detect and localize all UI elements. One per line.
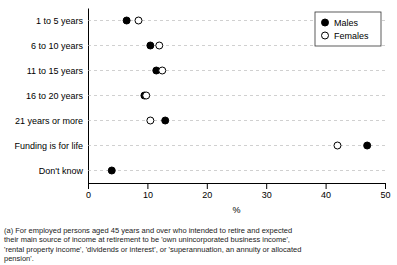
x-tick: 30 bbox=[262, 183, 272, 200]
x-tick-label: 30 bbox=[262, 190, 272, 200]
footnote-line: pension'. bbox=[4, 254, 34, 263]
x-tick-mark bbox=[147, 183, 148, 189]
category-guide-line bbox=[88, 70, 385, 71]
x-axis: 0 10 20 30 40 50 bbox=[86, 183, 391, 200]
legend: Males Females bbox=[315, 12, 381, 46]
y-tick: 6 to 10 years bbox=[31, 41, 88, 51]
dot bbox=[159, 67, 166, 74]
category-guide-line bbox=[88, 170, 385, 171]
series bbox=[135, 17, 341, 149]
dot bbox=[364, 142, 371, 149]
dot bbox=[334, 142, 341, 149]
legend-label: Females bbox=[334, 31, 369, 41]
y-tick: 11 to 15 years bbox=[27, 66, 88, 76]
y-tick: 1 to 5 years bbox=[36, 16, 88, 26]
dot bbox=[147, 42, 154, 49]
footnote-line: 'rental property income', 'dividends or … bbox=[4, 245, 301, 254]
x-tick: 40 bbox=[321, 183, 331, 200]
y-tick: Funding is for life bbox=[14, 141, 88, 151]
legend-marker bbox=[322, 32, 329, 39]
y-tick-label: 1 to 5 years bbox=[36, 16, 84, 26]
footnote: (a) For employed persons aged 45 years a… bbox=[4, 226, 301, 264]
x-tick-mark bbox=[88, 183, 89, 189]
y-tick-label: 21 years or more bbox=[15, 116, 83, 126]
legend-marker bbox=[322, 19, 329, 26]
x-tick-mark bbox=[326, 183, 327, 189]
dot bbox=[123, 17, 130, 24]
x-tick-label: 10 bbox=[143, 190, 153, 200]
x-tick: 20 bbox=[202, 183, 212, 200]
x-tick-label: 40 bbox=[321, 190, 331, 200]
y-tick-label: Funding is for life bbox=[14, 141, 83, 151]
footnote-line: (a) For employed persons aged 45 years a… bbox=[4, 226, 292, 235]
dot bbox=[156, 42, 163, 49]
x-tick-label: 0 bbox=[86, 190, 91, 200]
x-tick-mark bbox=[207, 183, 208, 189]
y-tick-label: 11 to 15 years bbox=[27, 66, 84, 76]
x-tick: 0 bbox=[86, 183, 91, 200]
dot bbox=[162, 117, 169, 124]
y-tick: 21 years or more bbox=[15, 116, 88, 126]
x-label: % bbox=[232, 205, 240, 215]
x-tick-mark bbox=[385, 183, 386, 189]
y-tick: 16 to 20 years bbox=[26, 91, 88, 101]
dot bbox=[135, 17, 142, 24]
footnote-line: their main source of income at retiremen… bbox=[4, 235, 290, 244]
y-axis: 1 to 5 years 6 to 10 years 11 to 15 years 1… bbox=[14, 9, 88, 184]
y-tick: Don't know bbox=[39, 166, 88, 176]
y-tick-label: Don't know bbox=[39, 166, 84, 176]
dot bbox=[143, 92, 150, 99]
x-tick-label: 20 bbox=[202, 190, 212, 200]
category-guide-line bbox=[88, 95, 385, 96]
legend-label: Males bbox=[334, 18, 359, 28]
x-tick-mark bbox=[266, 183, 267, 189]
x-tick: 10 bbox=[143, 183, 153, 200]
x-axis-line bbox=[89, 184, 386, 190]
x-tick: 50 bbox=[380, 183, 390, 200]
y-tick-label: 16 to 20 years bbox=[26, 91, 84, 101]
plot: 0 10 20 30 40 50 1 to 5 years 6 to 10 years 11 t… bbox=[14, 9, 390, 201]
dot bbox=[147, 117, 154, 124]
y-tick-label: 6 to 10 years bbox=[31, 41, 84, 51]
chart: 0 10 20 30 40 50 1 to 5 years 6 to 10 years 11 t… bbox=[0, 0, 397, 265]
category-guide-line bbox=[88, 120, 385, 121]
legend-box bbox=[315, 12, 381, 46]
marks bbox=[88, 17, 385, 174]
y-axis-line bbox=[88, 9, 89, 184]
dot bbox=[108, 167, 115, 174]
x-tick-label: 50 bbox=[380, 190, 390, 200]
